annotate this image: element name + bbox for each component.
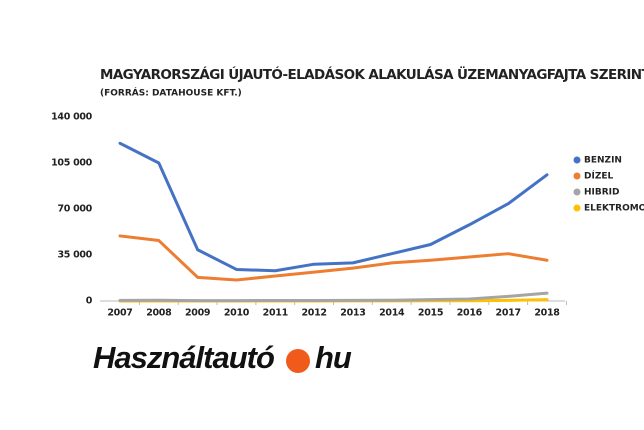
legend-marker [573,204,581,212]
legend-label: DÍZEL [584,170,613,182]
series-line [118,234,549,282]
series-line [118,291,549,303]
legend-label: BENZIN [584,156,622,166]
y-tick-label: 105 000 [51,158,93,169]
chart-title: MAGYARORSZÁGI ÚJAUTÓ-ELADÁSOK ALAKULÁSA … [100,65,644,83]
x-tick-label: 2015 [418,308,443,319]
legend-label: HIBRID [584,188,620,198]
x-tick-label: 2010 [224,308,250,319]
chart-subtitle: (FORRÁS: DATAHOUSE KFT.) [100,87,242,99]
x-tick-label: 2007 [107,308,132,319]
legend-label: ELEKTROMOS [584,204,644,214]
x-tick-label: 2009 [185,308,210,319]
logo-dot [286,349,310,373]
x-tick-label: 2012 [301,308,326,319]
y-tick-label: 35 000 [57,250,92,261]
y-tick-label: 70 000 [57,204,92,215]
series-line [118,141,549,273]
y-tick-label: 140 000 [51,112,93,123]
x-tick-label: 2014 [379,308,405,319]
x-tick-label: 2018 [534,308,560,319]
logo-text: Használtautó [93,340,274,375]
legend-marker [573,156,581,164]
x-tick-label: 2011 [263,308,288,319]
logo-suffix: hu [315,340,352,375]
legend-marker [573,172,581,180]
x-tick-label: 2017 [496,308,521,319]
x-tick-label: 2016 [457,308,483,319]
x-tick-label: 2008 [146,308,172,319]
y-tick-label: 0 [86,296,93,307]
x-tick-label: 2013 [340,308,365,319]
legend-marker [573,188,581,196]
